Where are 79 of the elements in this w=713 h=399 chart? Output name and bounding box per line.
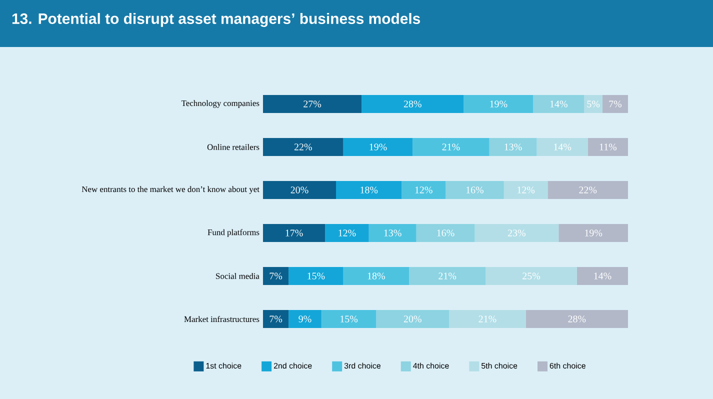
data-label: 7% <box>609 100 622 108</box>
bar <box>263 310 289 328</box>
bar <box>288 267 344 286</box>
bar <box>464 95 534 113</box>
data-label: 28% <box>568 316 586 322</box>
bar <box>263 224 326 242</box>
bar <box>409 267 486 286</box>
data-label: 16% <box>466 186 484 194</box>
data-label: 21% <box>478 316 496 322</box>
data-label: 28% <box>404 100 422 108</box>
bar <box>446 181 504 199</box>
data-label: 22% <box>294 144 312 150</box>
y-tick-label: Online retailers <box>207 144 260 150</box>
data-label: 14% <box>550 100 568 108</box>
data-label: 14% <box>554 144 572 150</box>
bar <box>376 310 450 328</box>
data-label: 5% <box>587 100 600 108</box>
bar <box>368 224 416 242</box>
data-label: 14% <box>594 272 612 280</box>
data-label: 19% <box>490 100 508 108</box>
data-label: 20% <box>404 316 422 322</box>
data-label: 15% <box>308 272 325 280</box>
data-label: 7% <box>270 272 282 280</box>
bar <box>584 95 602 113</box>
data-label: 18% <box>368 272 385 280</box>
bar <box>474 224 559 242</box>
data-label: 13% <box>504 144 522 150</box>
bar <box>588 138 628 156</box>
bar <box>288 310 322 328</box>
data-label: 22% <box>579 186 597 194</box>
data-label: 12% <box>518 186 535 194</box>
data-label: 7% <box>270 316 282 322</box>
data-label: 23% <box>508 230 526 236</box>
bar <box>533 95 584 113</box>
data-label: 27% <box>304 100 322 108</box>
bar <box>325 224 369 242</box>
data-label: 25% <box>522 272 540 280</box>
chart-title: 13. Potential to disrupt asset managers’ business models <box>12 13 420 27</box>
bar <box>343 267 410 286</box>
y-tick-label: Market infrastructures <box>184 316 260 322</box>
bar <box>263 138 344 156</box>
bar <box>526 310 628 328</box>
data-label: 11% <box>600 144 617 150</box>
y-tick-label: New entrants to the market we don’t know about yet <box>82 186 260 194</box>
data-label: 16% <box>437 230 454 236</box>
bar <box>321 310 376 328</box>
bar <box>504 181 548 199</box>
data-label: 15% <box>340 316 358 322</box>
data-label: 12% <box>338 230 356 236</box>
data-label: 17% <box>286 230 303 236</box>
bar <box>336 181 402 199</box>
bar <box>449 310 526 328</box>
data-label: 19% <box>370 144 387 150</box>
bar <box>263 181 336 199</box>
bar <box>489 138 537 156</box>
data-label: 21% <box>442 144 460 150</box>
data-label: 9% <box>298 316 312 322</box>
bar <box>602 95 628 113</box>
data-label: 18% <box>360 186 378 194</box>
data-label: 21% <box>438 272 456 280</box>
y-tick-label: Technology companies <box>181 100 260 108</box>
data-label: 12% <box>415 186 432 194</box>
bar <box>402 181 446 199</box>
bar <box>548 181 628 199</box>
y-tick-label: Social media <box>216 273 260 279</box>
bar <box>558 224 628 242</box>
bar <box>576 267 628 286</box>
bar <box>343 138 413 156</box>
bar <box>416 224 475 242</box>
data-label: 19% <box>585 230 602 236</box>
y-tick-label: Fund platforms <box>208 229 260 237</box>
bar <box>536 138 588 156</box>
bar <box>486 267 577 286</box>
bar <box>263 267 289 286</box>
bar <box>362 95 464 113</box>
data-label: 20% <box>290 186 308 194</box>
bar <box>263 95 362 113</box>
data-label: 13% <box>384 230 402 236</box>
bar <box>412 138 490 156</box>
